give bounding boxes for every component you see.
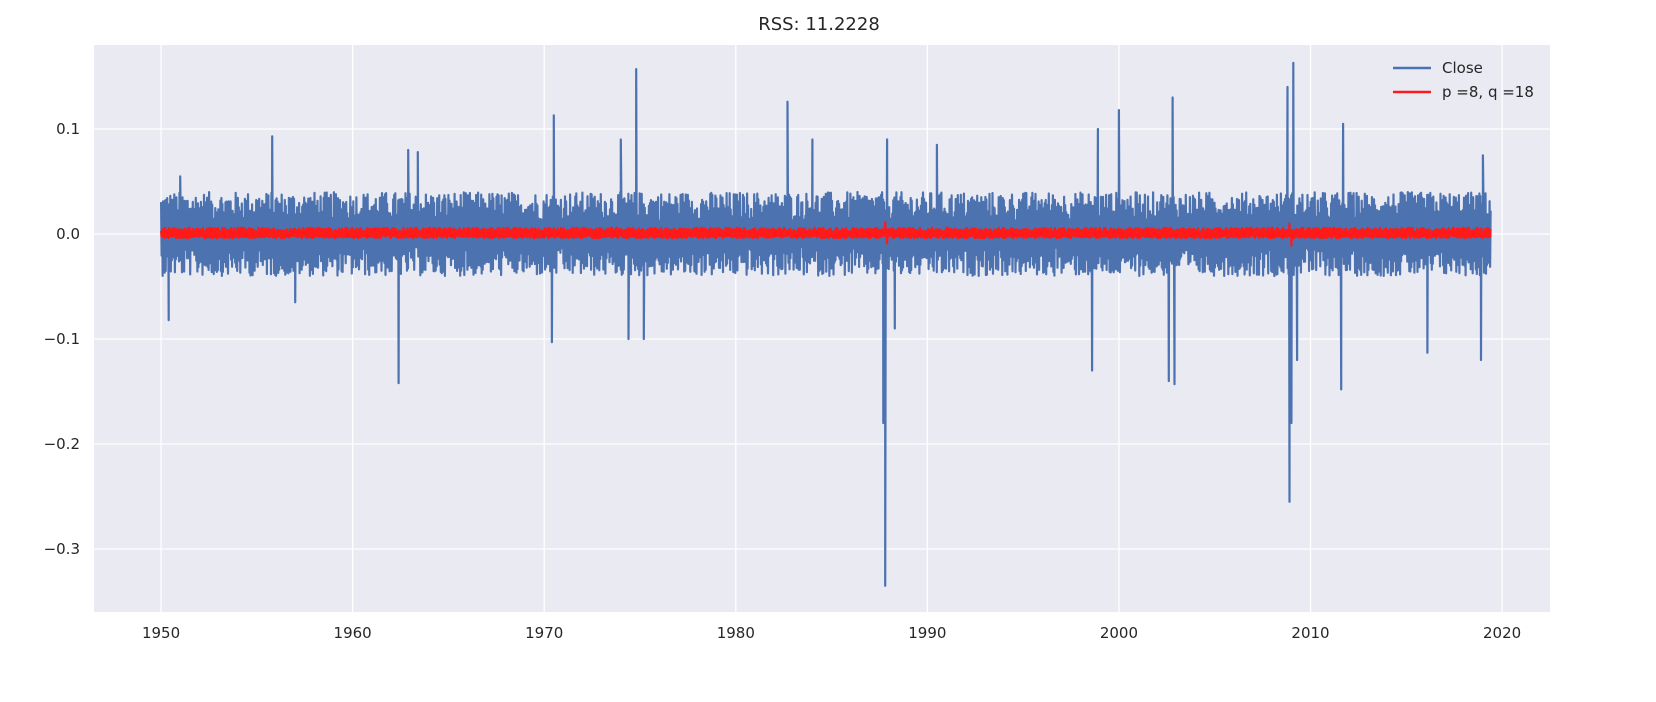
chart-title: RSS: 11.2228 [758, 14, 880, 35]
series-line-close [160, 61, 1492, 587]
legend-label-fit: p =8, q =18 [1442, 83, 1534, 101]
series-line-fit [160, 221, 1492, 247]
y-tick-label: 0.1 [56, 120, 80, 138]
x-tick-label: 1960 [334, 624, 372, 642]
x-tick-label: 1950 [142, 624, 180, 642]
x-tick-label: 1990 [908, 624, 946, 642]
y-tick-label: 0.0 [56, 225, 80, 243]
legend: Close p =8, q =18 [1393, 59, 1534, 101]
y-axis: 0.1 0.0 −0.1 −0.2 −0.3 [44, 120, 80, 558]
x-tick-label: 1970 [525, 624, 563, 642]
x-tick-label: 2000 [1100, 624, 1138, 642]
x-tick-label: 2020 [1483, 624, 1521, 642]
y-tick-label: −0.3 [44, 540, 80, 558]
x-axis: 1950 1960 1970 1980 1990 2000 2010 2020 [142, 624, 1521, 642]
y-tick-label: −0.2 [44, 435, 80, 453]
x-tick-label: 1980 [717, 624, 755, 642]
x-tick-label: 2010 [1291, 624, 1329, 642]
y-tick-label: −0.1 [44, 330, 80, 348]
plot-area [94, 45, 1550, 612]
legend-label-close: Close [1442, 59, 1483, 77]
